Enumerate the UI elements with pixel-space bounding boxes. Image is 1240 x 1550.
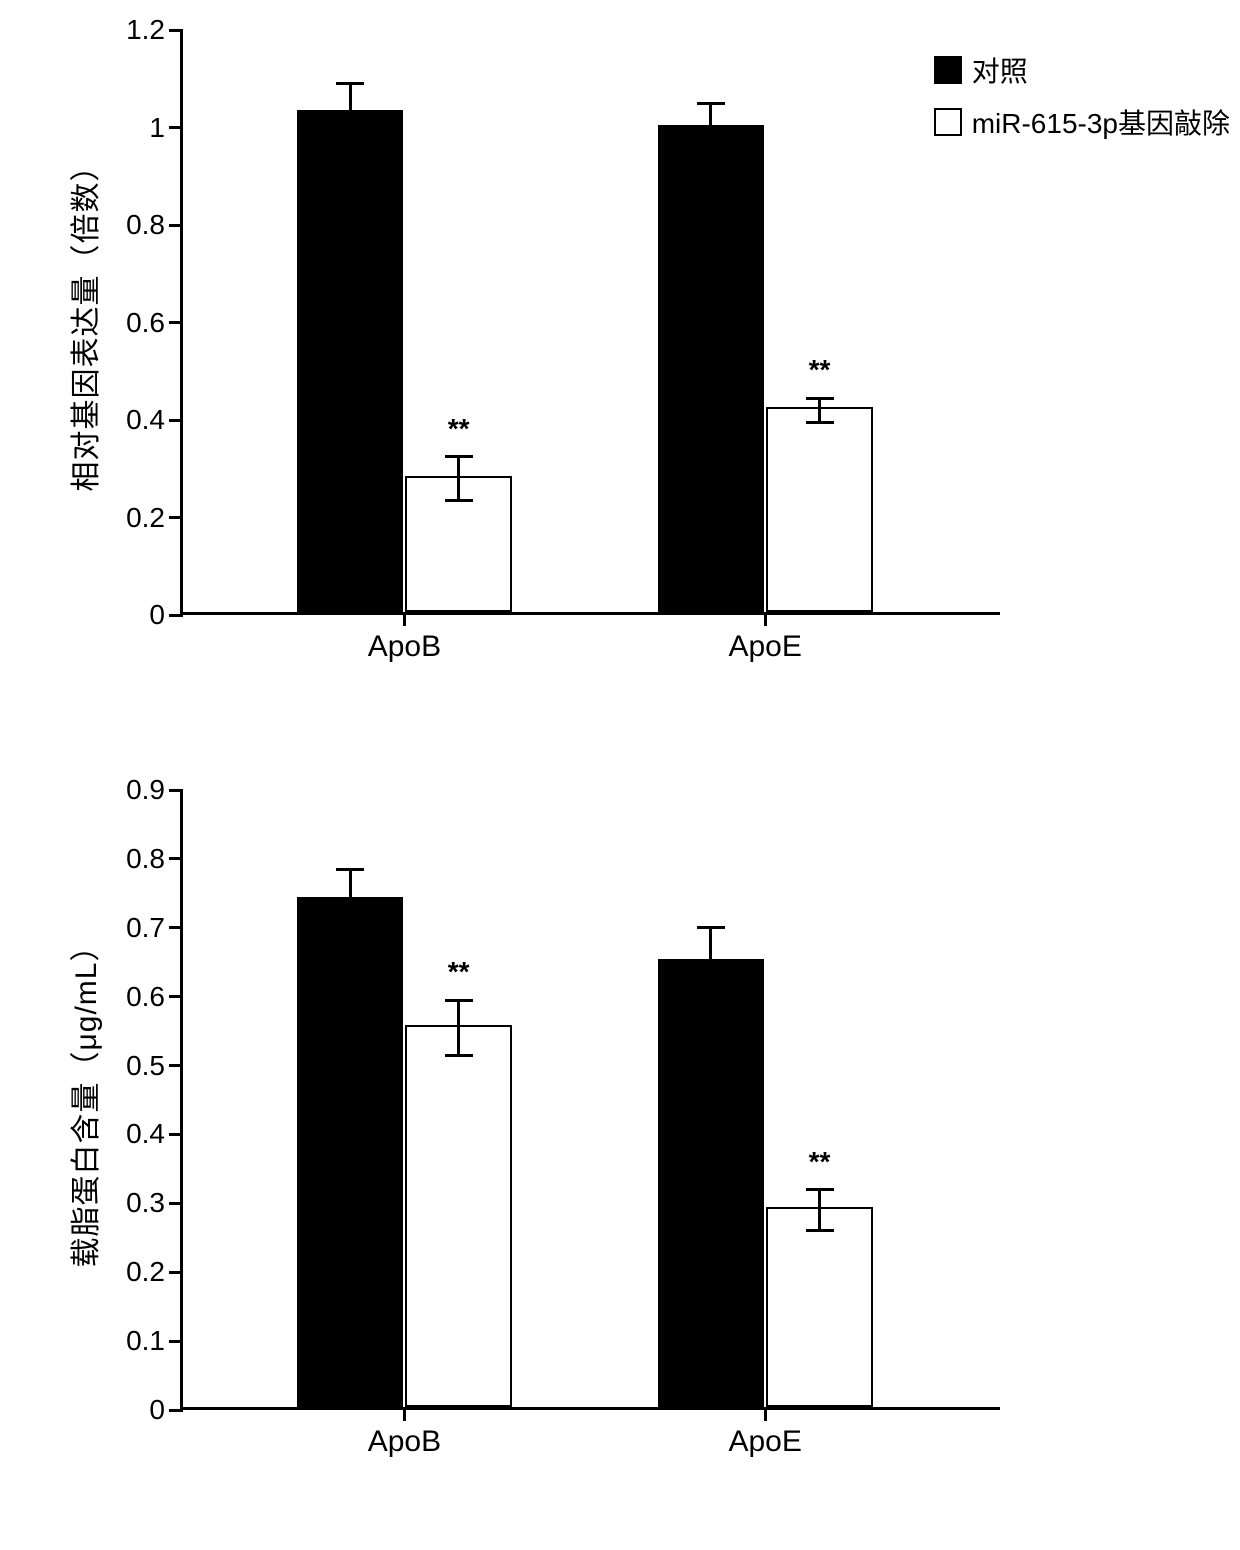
y-tick-label: 0.3 <box>126 1187 165 1219</box>
y-tick <box>169 1064 183 1067</box>
y-tick <box>169 1202 183 1205</box>
error-bar <box>818 1190 821 1231</box>
legend-item-treatment: miR-615-3p基因敲除 <box>934 102 1230 142</box>
top-plot-area: 相对基因表达量（倍数） 00.20.40.60.811.2ApoB**ApoE*… <box>180 30 1000 615</box>
legend-label: 对照 <box>972 50 1028 90</box>
top-y-axis-title: 相对基因表达量（倍数） <box>61 151 105 492</box>
bottom-chart: 载脂蛋白含量（μg/mL） 00.10.20.30.40.50.60.70.80… <box>40 780 1200 1510</box>
y-tick <box>169 321 183 324</box>
bar-treatment <box>766 407 873 612</box>
bar-control <box>658 125 765 613</box>
y-tick <box>169 516 183 519</box>
y-tick-label: 0.5 <box>126 1050 165 1082</box>
legend-label: miR-615-3p基因敲除 <box>972 102 1230 142</box>
y-tick-label: 0.6 <box>126 981 165 1013</box>
legend-swatch-treatment <box>934 108 962 136</box>
y-tick-label: 0 <box>149 1394 165 1426</box>
y-tick-label: 0.8 <box>126 843 165 875</box>
error-cap <box>697 102 725 105</box>
error-cap <box>445 499 473 502</box>
bottom-plot-area: 载脂蛋白含量（μg/mL） 00.10.20.30.40.50.60.70.80… <box>180 790 1000 1410</box>
y-tick <box>169 789 183 792</box>
y-tick-label: 0.9 <box>126 774 165 806</box>
y-tick-label: 0.2 <box>126 1256 165 1288</box>
significance-marker: ** <box>809 1146 831 1178</box>
error-bar <box>457 457 460 501</box>
bar-treatment <box>405 1025 512 1407</box>
error-cap <box>445 999 473 1002</box>
error-cap <box>806 397 834 400</box>
legend-swatch-control <box>934 56 962 84</box>
y-tick-label: 0.8 <box>126 209 165 241</box>
error-cap <box>336 82 364 85</box>
y-tick <box>169 126 183 129</box>
y-tick <box>169 1271 183 1274</box>
x-tick-label: ApoE <box>728 630 801 664</box>
error-cap <box>445 455 473 458</box>
top-chart: 相对基因表达量（倍数） 00.20.40.60.811.2ApoB**ApoE*… <box>40 20 1200 720</box>
y-tick-label: 0.4 <box>126 404 165 436</box>
significance-marker: ** <box>448 956 470 988</box>
x-tick-label: ApoB <box>368 1425 441 1459</box>
y-tick-label: 0.4 <box>126 1118 165 1150</box>
error-cap <box>806 1229 834 1232</box>
legend: 对照 miR-615-3p基因敲除 <box>934 50 1230 154</box>
x-tick-label: ApoE <box>728 1425 801 1459</box>
error-cap <box>445 1054 473 1057</box>
y-tick-label: 0.1 <box>126 1325 165 1357</box>
legend-item-control: 对照 <box>934 50 1230 90</box>
error-cap <box>806 421 834 424</box>
error-bar <box>457 1000 460 1055</box>
y-tick <box>169 614 183 617</box>
bar-treatment <box>766 1207 873 1407</box>
y-tick <box>169 419 183 422</box>
y-tick <box>169 1133 183 1136</box>
x-tick <box>764 1407 767 1421</box>
error-bar <box>709 928 712 962</box>
error-bar <box>349 84 352 113</box>
error-cap <box>697 926 725 929</box>
y-tick-label: 0.6 <box>126 307 165 339</box>
y-tick <box>169 857 183 860</box>
x-tick <box>403 612 406 626</box>
y-tick-label: 0.7 <box>126 912 165 944</box>
significance-marker: ** <box>809 354 831 386</box>
y-tick <box>169 1340 183 1343</box>
significance-marker: ** <box>448 413 470 445</box>
y-tick <box>169 224 183 227</box>
bar-control <box>658 959 765 1407</box>
error-bar <box>349 869 352 900</box>
x-tick <box>403 1407 406 1421</box>
y-tick <box>169 926 183 929</box>
x-tick <box>764 612 767 626</box>
y-tick <box>169 1409 183 1412</box>
y-tick-label: 1 <box>149 112 165 144</box>
y-tick <box>169 29 183 32</box>
y-tick-label: 0 <box>149 599 165 631</box>
bar-control <box>297 110 404 612</box>
y-tick <box>169 995 183 998</box>
error-bar <box>709 103 712 127</box>
x-tick-label: ApoB <box>368 630 441 664</box>
error-cap <box>806 1188 834 1191</box>
y-tick-label: 0.2 <box>126 502 165 534</box>
error-bar <box>818 398 821 422</box>
bar-control <box>297 897 404 1407</box>
y-tick-label: 1.2 <box>126 14 165 46</box>
error-cap <box>336 868 364 871</box>
bottom-y-axis-title: 载脂蛋白含量（μg/mL） <box>61 930 105 1267</box>
